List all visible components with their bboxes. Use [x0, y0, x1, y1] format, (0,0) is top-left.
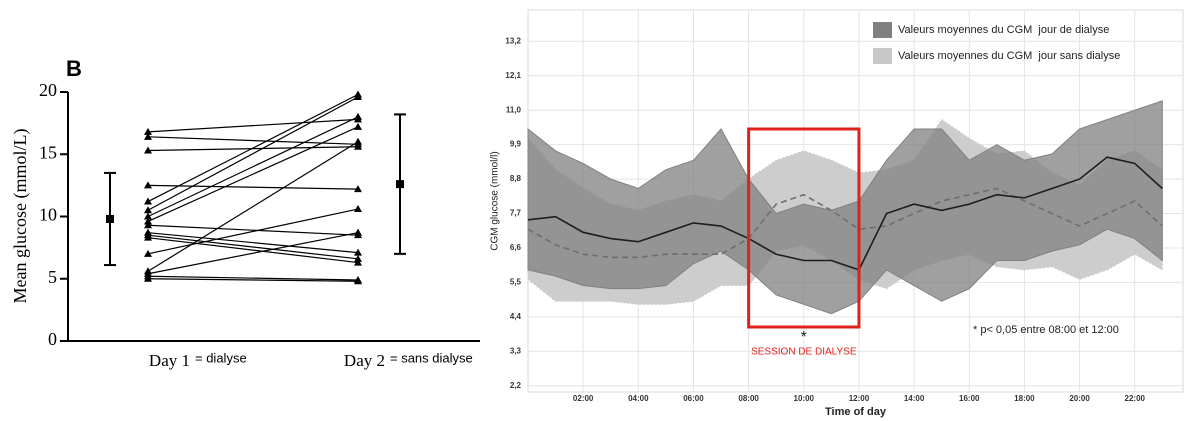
- y-tick-label: 7,7: [510, 209, 522, 218]
- x-tick-label: 20:00: [1069, 394, 1090, 403]
- x-tick-label: 10:00: [794, 394, 815, 403]
- point: [144, 212, 152, 220]
- pair-line: [147, 93, 359, 203]
- point: [354, 228, 362, 236]
- pair-line: [147, 224, 359, 236]
- point: [354, 277, 362, 285]
- point: [354, 185, 362, 193]
- point: [144, 249, 152, 257]
- legend-label: Valeurs moyennes du CGM jour sans dialys…: [898, 50, 1120, 62]
- legend-label: Valeurs moyennes du CGM jour de dialyse: [898, 24, 1109, 36]
- x-tick-label: Day 2: [344, 351, 385, 370]
- pair-line: [147, 96, 359, 211]
- y-tick-label: 11,0: [506, 105, 522, 114]
- point: [144, 197, 152, 205]
- annotation: * p< 0,05 entre 08:00 et 12:00: [973, 324, 1119, 336]
- y-tick-label: 6,6: [510, 243, 522, 252]
- pair-line: [147, 237, 359, 264]
- mean-line: [527, 156, 1163, 271]
- x-tick-label: 16:00: [959, 394, 980, 403]
- x-tick-label: 04:00: [628, 394, 649, 403]
- pair-line: [147, 278, 359, 282]
- highlight-box: [747, 127, 861, 329]
- x-tick-label: 12:00: [849, 394, 870, 403]
- y-tick-label: 20: [39, 80, 57, 100]
- pair-line: [147, 141, 359, 272]
- pair-line: [147, 234, 359, 260]
- pair-line: [147, 232, 359, 254]
- point: [354, 248, 362, 256]
- x-tick-label: 14:00: [904, 394, 925, 403]
- point: [144, 132, 152, 140]
- y-tick-label: 5,5: [510, 278, 522, 287]
- point: [354, 205, 362, 213]
- y-tick-label: 8,8: [510, 174, 522, 183]
- point: [144, 206, 152, 214]
- y-tick-label: 0: [48, 329, 57, 349]
- y-tick-label: 9,9: [510, 140, 522, 149]
- x-tick-label: 06:00: [683, 394, 704, 403]
- legend-swatch: [873, 22, 892, 38]
- point: [144, 181, 152, 189]
- pair-line: [147, 275, 359, 281]
- point: [144, 217, 152, 225]
- point: [144, 146, 152, 154]
- pair-line: [147, 118, 359, 133]
- pair-line: [147, 116, 359, 218]
- point: [354, 122, 362, 130]
- x-tick-label: 18:00: [1014, 394, 1035, 403]
- y-tick-label: 13,2: [505, 36, 521, 45]
- point: [144, 127, 152, 135]
- category-note: = dialyse: [195, 350, 247, 365]
- point: [354, 112, 362, 120]
- y-tick-label: 3,3: [510, 346, 522, 355]
- point: [144, 221, 152, 229]
- x-axis-label: Time of day: [825, 406, 887, 418]
- mean-marker: [106, 214, 114, 223]
- pair-line: [147, 232, 359, 275]
- panel-label: B: [66, 56, 82, 81]
- y-axis-label: Mean glucose (mmol/L): [10, 129, 31, 304]
- point: [144, 274, 152, 282]
- y-tick-label: 10: [39, 205, 57, 225]
- category-note: = sans dialyse: [390, 350, 473, 365]
- point: [354, 254, 362, 262]
- y-tick-label: 5: [48, 267, 57, 287]
- point: [354, 142, 362, 150]
- pair-line: [147, 126, 359, 223]
- x-tick-label: 02:00: [573, 394, 594, 403]
- y-tick-label: 2,2: [510, 381, 522, 390]
- y-tick-label: 12,1: [505, 71, 521, 80]
- x-tick-label: 08:00: [738, 394, 759, 403]
- highlight-label: SESSION DE DIALYSE: [751, 347, 857, 358]
- point: [354, 258, 362, 266]
- y-tick-label: 15: [39, 142, 57, 162]
- x-tick-label: 22:00: [1125, 394, 1146, 403]
- significance-marker: *: [801, 329, 807, 346]
- pair-line: [147, 184, 359, 190]
- y-tick-label: 4,4: [510, 312, 522, 321]
- mean-line: [527, 187, 1163, 259]
- mean-marker: [396, 180, 404, 189]
- legend-swatch: [873, 48, 892, 64]
- pair-line: [147, 208, 359, 255]
- x-tick-label: Day 1: [149, 351, 190, 370]
- point: [354, 92, 362, 100]
- point: [144, 233, 152, 241]
- point: [354, 137, 362, 145]
- y-axis-label: CGM glucose (mmol/l): [490, 151, 501, 250]
